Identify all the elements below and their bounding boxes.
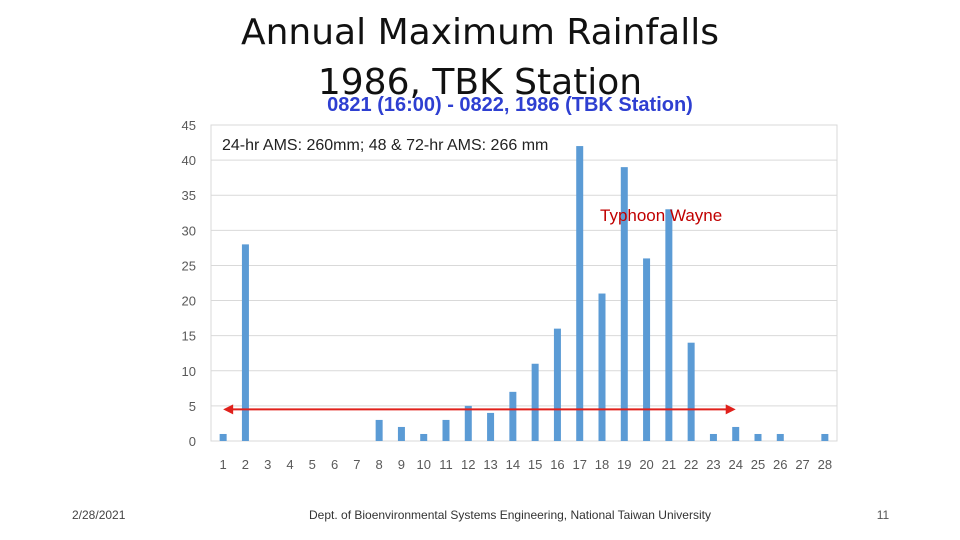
bar-10 bbox=[420, 433, 428, 441]
bars bbox=[219, 146, 829, 442]
x-axis-ticks: 1 2 3 4 5 6 7 8 9 10 11 12 13 14 15 16 17 18 19 20 21 22 23 24 2… bbox=[220, 457, 833, 472]
bar-14 bbox=[509, 391, 517, 441]
x-tick-label: 28 bbox=[818, 457, 832, 472]
footer-date: 2/28/2021 bbox=[72, 508, 126, 522]
x-tick-label: 3 bbox=[264, 457, 271, 472]
bar-24 bbox=[732, 426, 740, 441]
plot-area bbox=[210, 124, 838, 442]
bar-17 bbox=[576, 146, 584, 442]
bar-18 bbox=[598, 293, 606, 441]
x-tick-label: 25 bbox=[751, 457, 765, 472]
x-tick-label: 2 bbox=[242, 457, 249, 472]
y-tick-label: 30 bbox=[182, 223, 196, 238]
x-tick-label: 13 bbox=[483, 457, 497, 472]
page-number: 11 bbox=[876, 508, 890, 522]
x-tick-label: 12 bbox=[461, 457, 475, 472]
bar-20 bbox=[643, 258, 651, 441]
bar-28 bbox=[821, 433, 829, 441]
x-tick-label: 6 bbox=[331, 457, 338, 472]
bar-21 bbox=[665, 209, 673, 441]
bar-8 bbox=[375, 419, 383, 441]
footer-department: Dept. of Bioenvironmental Systems Engine… bbox=[309, 508, 711, 522]
y-tick-label: 0 bbox=[189, 434, 196, 449]
y-tick-label: 40 bbox=[182, 153, 196, 168]
x-tick-label: 19 bbox=[617, 457, 631, 472]
bar-2 bbox=[241, 244, 249, 441]
gridlines bbox=[211, 159, 837, 407]
x-tick-label: 21 bbox=[662, 457, 676, 472]
x-tick-label: 20 bbox=[639, 457, 653, 472]
slide-title-line2: 1986, TBK Station bbox=[317, 62, 643, 103]
chart-title: 0821 (16:00) - 0822, 1986 (TBK Station) bbox=[327, 94, 693, 116]
bar-13 bbox=[487, 412, 495, 441]
duration-arrow bbox=[223, 404, 736, 415]
x-tick-label: 22 bbox=[684, 457, 698, 472]
x-tick-label: 7 bbox=[353, 457, 360, 472]
bar-25 bbox=[754, 433, 762, 441]
x-tick-label: 4 bbox=[286, 457, 293, 472]
bar-19 bbox=[620, 167, 628, 441]
y-tick-label: 10 bbox=[182, 364, 196, 379]
bar-12 bbox=[464, 405, 472, 441]
x-tick-label: 1 bbox=[220, 457, 227, 472]
slide-title-line1: Annual Maximum Rainfalls bbox=[240, 12, 719, 53]
x-tick-label: 27 bbox=[795, 457, 809, 472]
x-tick-label: 23 bbox=[706, 457, 720, 472]
arrow-head-left bbox=[223, 404, 234, 415]
x-tick-label: 8 bbox=[376, 457, 383, 472]
bar-1 bbox=[219, 433, 227, 441]
x-tick-label: 15 bbox=[528, 457, 542, 472]
bar-23 bbox=[709, 433, 717, 441]
slide-title: Annual Maximum Rainfalls 1986, TBK Stati… bbox=[180, 8, 780, 108]
x-tick-label: 11 bbox=[439, 457, 453, 472]
bar-11 bbox=[442, 419, 450, 441]
x-tick-label: 10 bbox=[416, 457, 430, 472]
y-tick-label: 5 bbox=[189, 399, 196, 414]
x-tick-label: 5 bbox=[309, 457, 316, 472]
chart-container: 0 5 10 15 20 25 30 35 40 45 1 2 3 4 5 6 7 8 9 10 11 12 13 14 15… bbox=[182, 94, 838, 472]
x-tick-label: 24 bbox=[728, 457, 742, 472]
x-tick-label: 18 bbox=[595, 457, 609, 472]
bar-26 bbox=[776, 433, 784, 441]
x-tick-label: 17 bbox=[572, 457, 586, 472]
y-tick-label: 35 bbox=[182, 188, 196, 203]
arrow-head-right bbox=[725, 404, 736, 415]
y-tick-label: 25 bbox=[182, 258, 196, 273]
y-axis-ticks: 0 5 10 15 20 25 30 35 40 45 bbox=[182, 118, 196, 449]
bar-22 bbox=[687, 342, 695, 441]
x-tick-label: 14 bbox=[506, 457, 520, 472]
y-tick-label: 20 bbox=[182, 294, 196, 309]
bar-15 bbox=[531, 363, 539, 441]
x-tick-label: 16 bbox=[550, 457, 564, 472]
bar-16 bbox=[553, 328, 561, 441]
x-tick-label: 26 bbox=[773, 457, 787, 472]
y-tick-label: 45 bbox=[182, 118, 196, 133]
x-tick-label: 9 bbox=[398, 457, 405, 472]
typhoon-annotation: Typhoon Wayne bbox=[600, 206, 722, 225]
bar-9 bbox=[397, 426, 405, 441]
y-tick-label: 15 bbox=[182, 329, 196, 344]
ams-annotation: 24-hr AMS: 260mm; 48 & 72-hr AMS: 266 mm bbox=[222, 137, 548, 154]
